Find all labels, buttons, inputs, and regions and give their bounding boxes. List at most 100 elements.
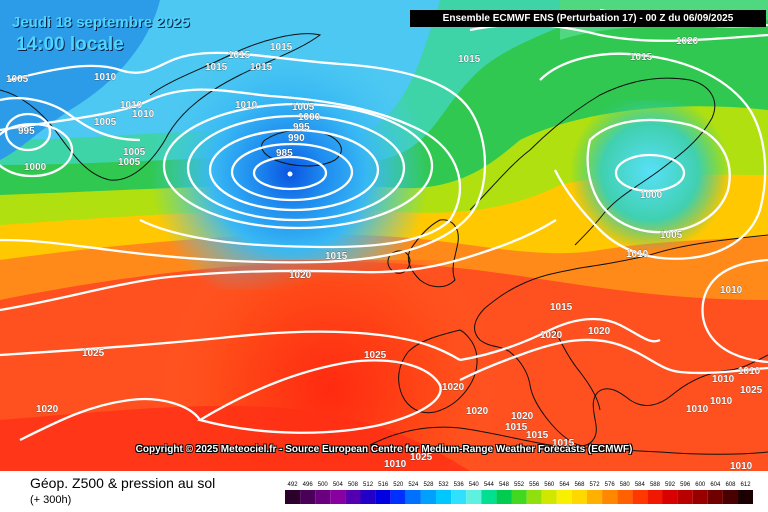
isobar-label: 1000 [640,190,663,201]
legend-subtitle: (+ 300h) [30,494,72,506]
scale-swatch [647,490,663,504]
isobar-label: 985 [276,148,293,159]
isobar-label: 1010 [712,374,735,385]
isobar-1000-nw [0,122,74,178]
scale-tick-label: 560 [544,482,555,488]
scale-tick-label: 604 [710,482,721,488]
isobar-1000 [186,114,406,222]
isobar-1025 [0,330,461,361]
scale-tick-label: 576 [605,482,616,488]
copyright-notice: Copyright © 2025 Meteociel.fr - Source E… [135,444,633,455]
scale-tick-label: 544 [484,482,495,488]
isobar-label: 1020 [466,406,489,417]
isobar-1010 [0,88,462,249]
scale-swatch [436,490,452,504]
scale-tick-label: 528 [423,482,434,488]
scale-swatch [587,490,603,504]
scale-swatch [602,490,618,504]
isobar-label: 1000 [24,162,47,173]
isobar-label: 1015 [552,438,575,449]
isobar-label: 1010 [120,100,143,111]
isobar-label: 1020 [442,382,465,393]
isobar-label: 990 [288,133,305,144]
z500-color-scale: 492 496 500 504 508 512 516 520 524 528 532 536 540 5… [285,482,753,504]
model-banner: Ensemble ECMWF ENS (Perturbation 17) - 0… [410,10,766,27]
isobar-label: 1000 [298,112,321,123]
legend-title: Géop. Z500 & pression au sol [30,475,216,491]
weather-map: 1015 1015 1015 1015 1010 1005 1010 1010 … [0,0,768,471]
scale-tick-label: 512 [363,482,374,488]
scale-swatch [330,490,346,504]
isobar-label: 1025 [82,348,105,359]
coast-africa [369,426,768,455]
low-baltic [560,100,740,250]
scale-tick-label: 564 [559,482,570,488]
coast-scandinavia [469,77,716,246]
isobar-label: 1020 [36,404,59,415]
isobar-label: 1015 [270,42,293,53]
isobar-label: 1015 [205,62,228,73]
isobar-label: 1010 [94,72,117,83]
scale-swatch [375,490,391,504]
isobar-1010-east [701,258,768,364]
scale-swatch [360,490,376,504]
scale-tick-label: 608 [725,482,736,488]
isobar-label: 1020 [588,326,611,337]
isobar-1020-south [19,397,201,442]
isobar-label: 1010 [738,366,761,377]
scale-swatch [285,490,301,504]
isobar-label: 1020 [511,411,534,422]
scale-tick-label: 496 [303,482,314,488]
scale-swatch [556,490,572,504]
isobar-995 [208,128,380,212]
scale-tick-label: 536 [454,482,465,488]
isobar-label: 1015 [250,62,273,73]
scale-swatch [738,490,753,504]
isobar-label: 995 [293,122,310,133]
scale-swatch [571,490,587,504]
isobar-label: 1005 [660,230,683,241]
scale-tick-label: 500 [318,482,329,488]
isobar-label: 1015 [228,50,251,61]
isobar-label: 1010 [686,404,709,415]
scale-tick-label: 552 [514,482,525,488]
scale-tick-label: 532 [439,482,450,488]
isobar-label: 1005 [292,102,315,113]
band-red-south [0,405,470,471]
isobar-label: 1025 [740,385,763,396]
isobar-1020 [0,219,557,312]
isobar-label: 1020 [289,270,312,281]
isobar-label: 1005 [94,117,117,128]
scale-swatch [511,490,527,504]
low-center-marker [287,171,293,177]
scale-swatch [315,490,331,504]
scale-swatch [662,490,678,504]
scale-swatch [481,490,497,504]
isobar-label: 1015 [325,251,348,262]
isobar-label: 995 [18,126,35,137]
isobar-1025-inner [197,359,442,434]
scale-tick-label: 580 [620,482,631,488]
isobar-1005-nw [0,96,141,142]
scale-tick-label: 600 [695,482,706,488]
scale-swatch [390,490,406,504]
isobar-995-nw [4,112,52,152]
scale-tick-label: 492 [288,482,299,488]
scale-swatch [451,490,467,504]
z500-bands [0,0,768,471]
forecast-date: Jeudi 18 septembre 2025 [12,14,190,31]
scale-swatch [617,490,633,504]
isobar-label: 1015 [505,422,528,433]
scale-tick-label: 588 [650,482,661,488]
scale-tick-label: 504 [333,482,344,488]
isobar-1015-europe [459,338,768,382]
isobar-1020-europe [459,317,661,362]
scale-tick-label: 516 [378,482,389,488]
coast-greenland [0,33,322,181]
scale-swatch [496,490,512,504]
scale-tick-label: 540 [469,482,480,488]
isobar-985 [252,155,328,191]
legend-footer: Géop. Z500 & pression au sol (+ 300h) 49… [0,471,768,512]
scale-tick-label: 556 [529,482,540,488]
scale-swatch [466,490,482,504]
